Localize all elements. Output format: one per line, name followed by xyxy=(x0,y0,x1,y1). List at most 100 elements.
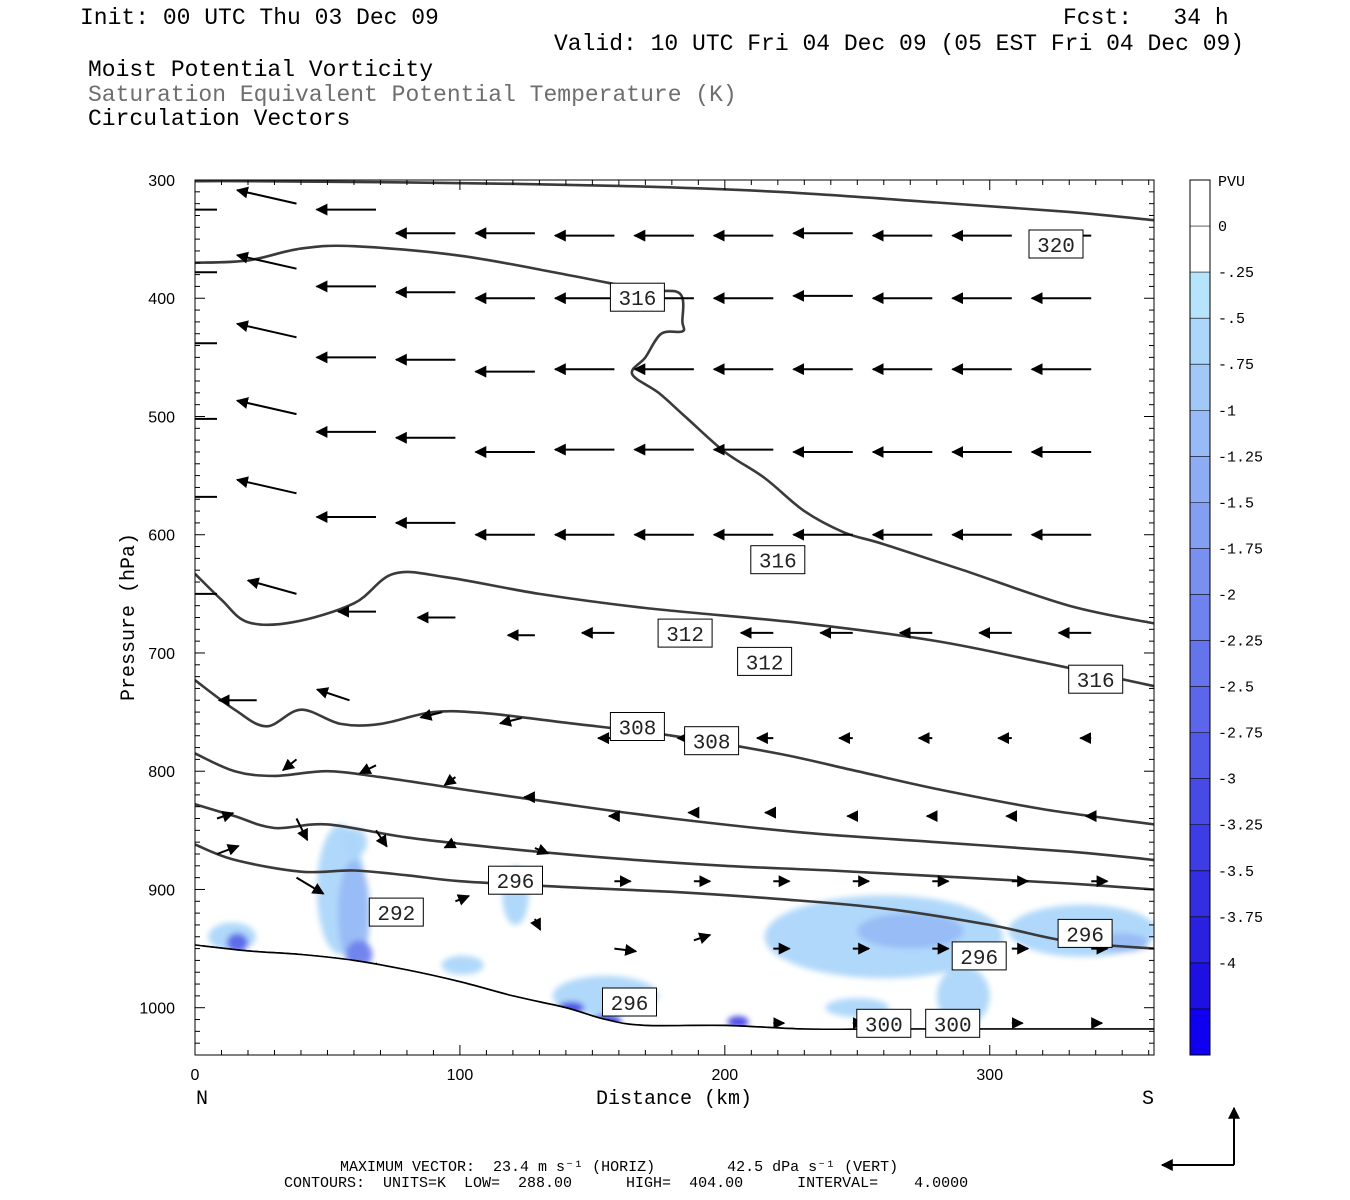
contour-label-box xyxy=(609,712,665,741)
colorbar-swatch xyxy=(1190,364,1210,411)
colorbar-swatch xyxy=(1190,640,1210,688)
circulation-vector xyxy=(443,837,457,849)
pv-shade-region xyxy=(857,913,964,949)
contour-label-box xyxy=(750,545,806,575)
contour-label-box xyxy=(856,1008,912,1038)
init-time-label: Init: 00 UTC Thu 03 Dec 09 xyxy=(80,5,439,31)
contour-label-box xyxy=(1057,918,1113,948)
contour-label: 312 xyxy=(666,625,704,648)
contour-label: 300 xyxy=(934,1015,972,1038)
contour-label: 316 xyxy=(759,552,797,575)
colorbar-frame xyxy=(1189,179,1211,1056)
contour-label: 308 xyxy=(693,733,731,756)
below-ground-mask xyxy=(195,945,1154,1055)
y-tick-label: 400 xyxy=(148,291,175,308)
contour-label: 292 xyxy=(377,904,415,927)
colorbar-swatch xyxy=(1190,870,1210,918)
theta-es-contour xyxy=(195,752,1154,862)
theta-es-contour xyxy=(195,679,1154,826)
colorbar-tick-label: -3 xyxy=(1218,772,1236,789)
colorbar-tick-label: 0 xyxy=(1218,219,1227,236)
contour-label-box xyxy=(368,897,424,927)
colorbar-swatch xyxy=(1190,594,1210,642)
circulation-vector xyxy=(235,397,297,416)
contour-label-box xyxy=(951,941,1007,971)
circulation-vector xyxy=(295,818,309,842)
colorbar-tick-label: -4 xyxy=(1218,956,1236,973)
colorbar-tick-label: -1.75 xyxy=(1218,541,1263,558)
contour-label-box xyxy=(925,1008,981,1038)
contour-label: 308 xyxy=(618,719,656,742)
colorbar-tick-label: -3.25 xyxy=(1218,818,1263,835)
circulation-vector xyxy=(455,894,471,906)
circulation-vector xyxy=(443,773,457,787)
contour-label: 316 xyxy=(1077,671,1115,694)
valid-time-label: Valid: 10 UTC Fri 04 Dec 09 (05 EST Fri … xyxy=(554,31,1245,57)
x-tick-label: 200 xyxy=(711,1067,738,1084)
end-label-north: N xyxy=(196,1088,208,1111)
colorbar-swatch xyxy=(1190,686,1210,734)
colorbar-swatch xyxy=(1190,180,1210,227)
y-tick-label: 1000 xyxy=(139,1001,175,1018)
contour-label-box xyxy=(684,726,740,756)
contour-label-box xyxy=(1068,664,1124,694)
colorbar-tick-label: -1 xyxy=(1218,403,1236,420)
contour-info: CONTOURS: UNITS=K LOW= 288.00 HIGH= 404.… xyxy=(284,1175,969,1192)
circulation-vector xyxy=(235,251,297,270)
contour-label: 296 xyxy=(1066,925,1104,948)
forecast-hour-label: Fcst: 34 h xyxy=(1063,5,1229,31)
colorbar-tick-label: -.75 xyxy=(1218,357,1254,374)
contour-label: 296 xyxy=(960,948,998,971)
contour-label-box xyxy=(609,282,665,312)
colorbar-swatch xyxy=(1190,916,1210,964)
max-vector-info: MAXIMUM VECTOR: 23.4 m s⁻¹ (HORIZ) 42.5 … xyxy=(340,1159,899,1176)
colorbar-tick-label: -1.25 xyxy=(1218,449,1263,466)
colorbar-tick-label: -2 xyxy=(1218,588,1236,605)
contour-label-box xyxy=(602,987,657,1017)
circulation-vector xyxy=(216,810,235,823)
contour-label: 296 xyxy=(497,872,535,895)
theta-es-contour xyxy=(195,570,1154,688)
colorbar-swatch xyxy=(1190,1008,1210,1056)
circulation-vector xyxy=(295,876,325,895)
theta-es-contour xyxy=(195,843,1154,950)
circulation-vector xyxy=(235,320,297,339)
y-tick-label: 500 xyxy=(148,409,175,426)
contour-label: 296 xyxy=(611,994,649,1017)
colorbar-tick-label: -2.75 xyxy=(1218,726,1263,743)
pv-shade-region xyxy=(441,955,484,975)
x-tick-label: 100 xyxy=(447,1067,474,1084)
colorbar-tick-label: -2.25 xyxy=(1218,634,1263,651)
y-axis-title: Pressure (hPa) xyxy=(118,533,141,701)
colorbar-swatch xyxy=(1190,548,1210,595)
colorbar-swatch xyxy=(1190,732,1210,780)
contour-label: 312 xyxy=(746,653,784,676)
theta-es-contour xyxy=(195,803,1154,891)
circulation-vector xyxy=(358,763,377,775)
colorbar-tick-label: -.5 xyxy=(1218,311,1245,328)
y-tick-label: 800 xyxy=(148,764,175,781)
contour-label: 316 xyxy=(618,289,656,312)
circulation-vector xyxy=(419,709,443,721)
circulation-vector xyxy=(282,758,298,771)
x-tick-label: 300 xyxy=(976,1067,1003,1084)
colorbar-tick-label: -3.5 xyxy=(1218,864,1254,881)
colorbar-unit-label: PVU xyxy=(1218,174,1245,191)
y-tick-label: 900 xyxy=(148,882,175,899)
circulation-vector xyxy=(614,944,638,956)
contour-label: 300 xyxy=(865,1015,903,1038)
colorbar-swatch xyxy=(1190,824,1210,872)
reference-vector-icon xyxy=(1160,1106,1240,1171)
colorbar-swatch xyxy=(1190,962,1210,1010)
colorbar-swatch xyxy=(1190,778,1210,826)
x-axis-title: Distance (km) xyxy=(596,1088,752,1111)
circulation-vector xyxy=(246,577,297,595)
colorbar-swatch xyxy=(1190,226,1210,273)
circulation-vector xyxy=(693,932,712,945)
circulation-vector xyxy=(216,844,240,856)
y-tick-label: 600 xyxy=(148,528,175,545)
circulation-vector xyxy=(498,714,522,727)
colorbar-swatch xyxy=(1190,456,1210,503)
theta-es-contour xyxy=(195,244,1154,625)
colorbar-swatch xyxy=(1190,410,1210,457)
